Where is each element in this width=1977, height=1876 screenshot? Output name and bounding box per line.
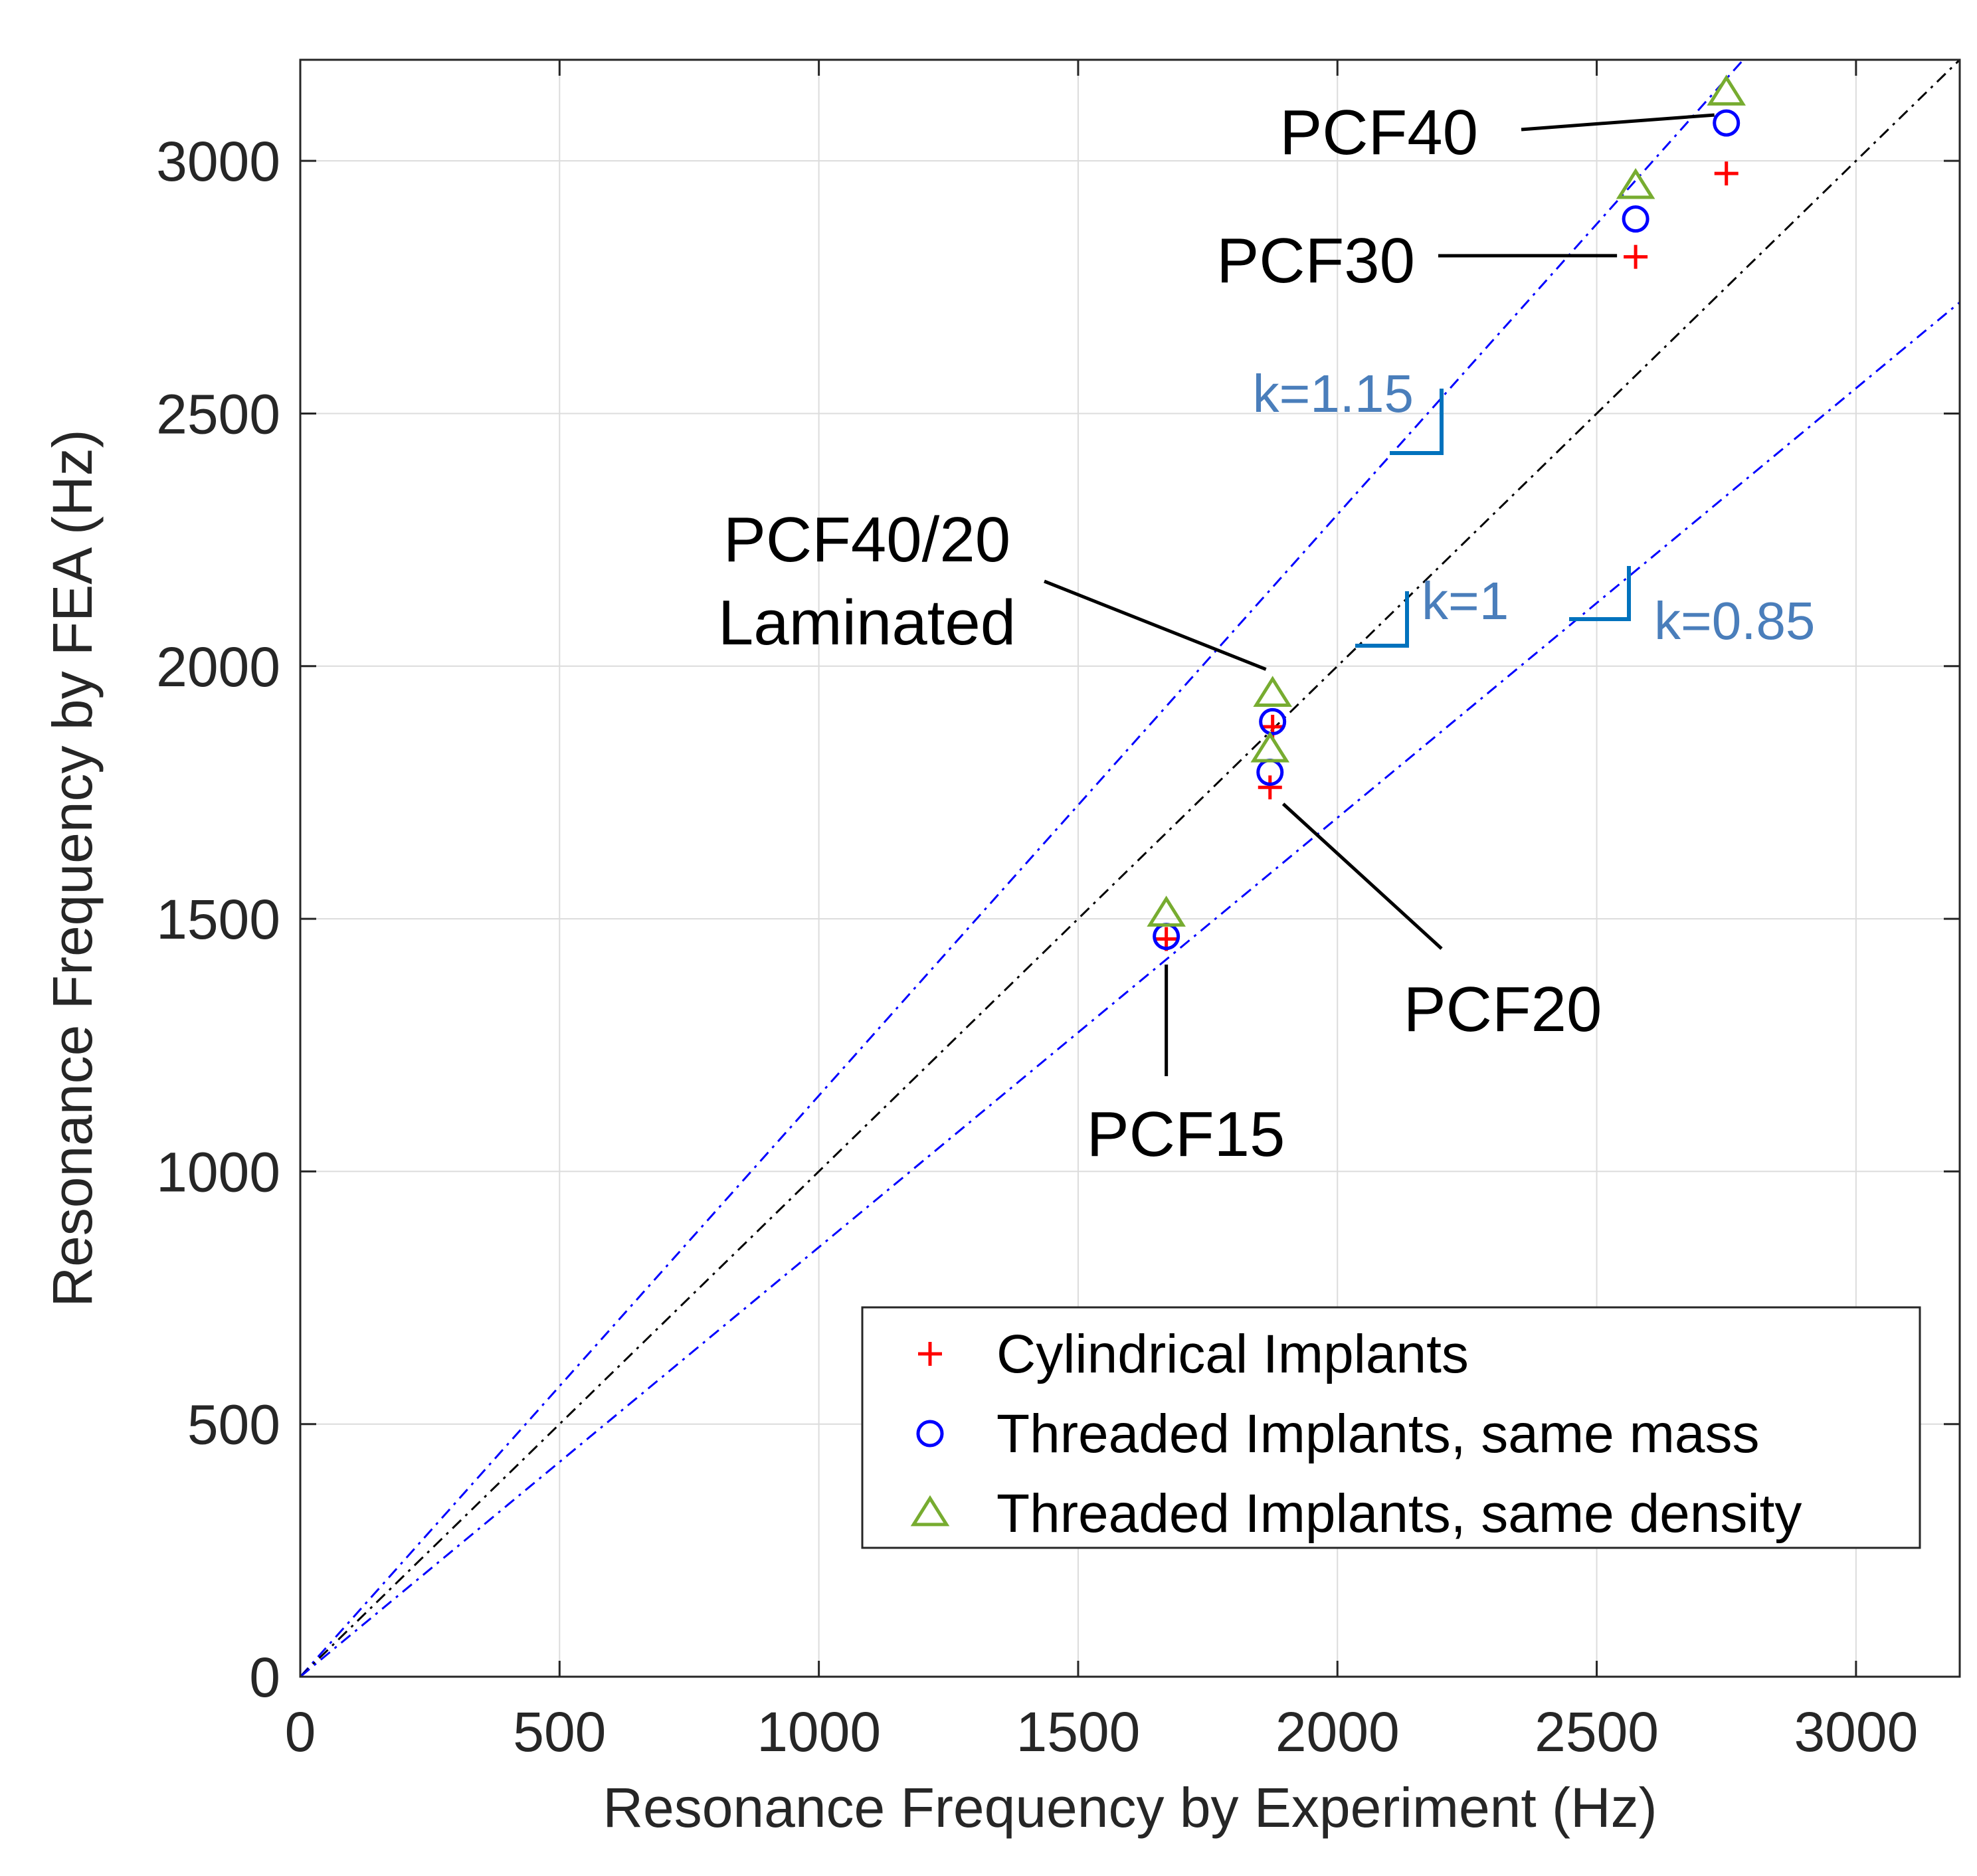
annotations: k=1.15 k=1 k=0.85 PCF40 PCF30 PCF40/20 Laminat… [718, 97, 1816, 1170]
grid-lines [300, 60, 1960, 1677]
y-tick-label: 2000 [156, 636, 280, 698]
circle-data-point [1622, 205, 1649, 233]
data-points [1147, 74, 1746, 951]
slope-label-k085: k=0.85 [1654, 591, 1815, 650]
slope-marker-k085 [1569, 566, 1631, 621]
y-axis-label: Resonance Frequency by FEA (Hz) [41, 429, 104, 1307]
slope-marker-k1 [1355, 591, 1409, 648]
x-tick-label: 1000 [757, 1701, 881, 1763]
x-tick-label: 500 [513, 1701, 606, 1763]
callout-leader-line [1281, 802, 1443, 950]
triangle-data-point [1707, 74, 1746, 106]
plus-data-point [1258, 775, 1282, 800]
slope-marker-k115 [1390, 389, 1444, 455]
reference-lines [300, 60, 1960, 1677]
x-tick-label: 0 [285, 1701, 316, 1763]
plot-area-frame [299, 58, 1961, 1678]
plus-data-point [1624, 244, 1648, 269]
callout-label: PCF15 [1087, 1099, 1285, 1170]
y-tick-label: 500 [187, 1394, 280, 1456]
y-tick-label: 1500 [156, 888, 280, 951]
triangle-data-point [1250, 731, 1290, 763]
legend-marker-plus [918, 1342, 942, 1366]
legend: Cylindrical Implants Threaded Implants, s… [861, 1306, 1921, 1549]
slope-label-k115: k=1.15 [1253, 364, 1414, 423]
callout-label: PCF30 [1216, 225, 1415, 296]
triangle-data-point [1616, 167, 1655, 199]
legend-label: Cylindrical Implants [996, 1324, 1469, 1384]
triangle-data-point [1147, 895, 1186, 927]
y-tick-label: 3000 [156, 130, 280, 193]
y-tick-label: 1000 [156, 1141, 280, 1203]
legend-marker-triangle [910, 1495, 950, 1527]
reference-line-k-1.15 [300, 60, 1745, 1677]
legend-marker-circle [916, 1420, 944, 1448]
x-axis-label: Resonance Frequency by Experiment (Hz) [603, 1776, 1657, 1839]
y-tick-label: 2500 [156, 383, 280, 445]
callout-leader-line [1044, 579, 1267, 671]
y-tick-label: 0 [249, 1646, 280, 1709]
legend-box [861, 1306, 1921, 1549]
callout-label: PCF40/20 [723, 504, 1010, 575]
axis-ticks: 0 500 1000 1500 2000 2500 3000 0 500 1000 1500 2000… [156, 60, 1960, 1763]
callout-leader-line [1521, 113, 1715, 132]
slope-label-k1: k=1 [1422, 571, 1509, 630]
circle-data-point [1259, 707, 1287, 735]
x-tick-label: 3000 [1794, 1701, 1918, 1763]
circle-data-point [1713, 109, 1741, 137]
triangle-data-point [1253, 676, 1292, 707]
legend-label: Threaded Implants, same mass [996, 1404, 1759, 1464]
x-tick-label: 2000 [1275, 1701, 1400, 1763]
plus-data-point [1714, 161, 1739, 186]
legend-label: Threaded Implants, same density [996, 1483, 1802, 1544]
x-tick-label: 2500 [1535, 1701, 1659, 1763]
callout-label: PCF20 [1404, 974, 1602, 1045]
callout-label: Laminated [718, 587, 1016, 658]
callout-label: PCF40 [1279, 97, 1478, 168]
x-tick-label: 1500 [1016, 1701, 1141, 1763]
